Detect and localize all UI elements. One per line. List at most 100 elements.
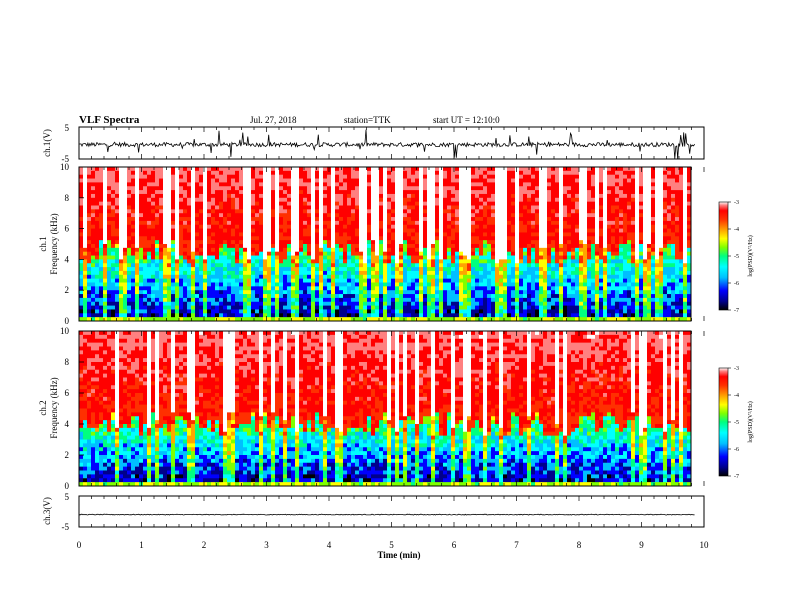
ch1-spectrogram-cell	[207, 170, 212, 176]
ch1-spectrogram-cell	[479, 193, 484, 199]
ch1-spectrogram-cell	[239, 186, 244, 191]
ch1-spectrogram-cell	[399, 232, 404, 237]
ch1-spectrogram-cell	[519, 232, 524, 237]
ch1-spectrogram-cell	[171, 270, 176, 276]
ch1-spectrogram-cell	[415, 297, 420, 303]
ch1-spectrogram-cell	[95, 309, 100, 314]
ch1-spectrogram-cell	[127, 201, 132, 206]
ch1-spectrogram-cell	[547, 193, 552, 199]
ch1-spectrogram-cell	[563, 259, 568, 264]
ch1-spectrogram-cell	[407, 190, 412, 195]
ch1-spectrogram-cell	[183, 270, 188, 276]
ch1-spectrogram-cell	[295, 244, 300, 249]
ch1-spectrogram-cell	[79, 228, 84, 233]
ch1-spectrogram-cell	[187, 244, 192, 249]
ch1-spectrogram-cell	[87, 224, 92, 229]
ch1-spectrogram-cell	[195, 186, 200, 191]
ch1-spectrogram-cell	[263, 278, 268, 283]
ch1-spectrogram-cell	[235, 301, 240, 306]
ch1-spectrogram-cell	[555, 251, 560, 256]
ch1-spectrogram-cell	[471, 209, 476, 214]
ch1-spectrogram-cell	[99, 205, 104, 210]
ch1-spectrogram-cell	[523, 205, 528, 210]
ch1-spectrogram-cell	[351, 251, 356, 256]
ch1-spectrogram-cell	[275, 313, 280, 318]
ch1-spectrogram-cell	[355, 197, 360, 203]
ch1-spectrogram-cell	[215, 278, 220, 283]
ch1-spectrogram-cell	[103, 267, 108, 272]
ch1-spectrogram-cell	[427, 209, 432, 214]
ch1-spectrogram-cell	[271, 244, 276, 249]
ch1-spectrogram-cell	[447, 317, 452, 322]
ch1-spectrogram-cell	[247, 274, 252, 280]
ch1-spectrogram-cell	[419, 232, 424, 237]
ch1-spectrogram-cell	[95, 240, 100, 245]
ch1-spectrogram-cell	[399, 251, 404, 256]
ch1-spectrogram-cell	[315, 240, 320, 245]
ch1-spectrogram-cell	[103, 282, 108, 287]
ch1-spectrogram-cell	[551, 220, 556, 226]
ch1-spectrogram-cell	[511, 286, 516, 291]
ch1-spectrogram-cell	[287, 294, 292, 299]
ch1-spectrogram-cell	[167, 297, 172, 303]
ch1-spectrogram-cell	[555, 294, 560, 299]
ch1-spectrogram-cell	[291, 197, 296, 203]
ch1-spectrogram-cell	[295, 232, 300, 237]
ch1-spectrogram-cell	[347, 305, 352, 310]
ch1-spectrogram-cell	[295, 294, 300, 299]
ch1-spectrogram-cell	[479, 205, 484, 210]
ch1-spectrogram-cell	[167, 232, 172, 237]
ch1-spectrogram-cell	[483, 244, 488, 249]
ch1-spectrogram-cell	[135, 213, 140, 218]
ch1-spectrogram-cell	[267, 205, 272, 210]
ch1-spectrogram-cell	[155, 247, 160, 253]
ch1-spectrogram-cell	[91, 255, 96, 260]
ch1-spectrogram-cell	[523, 251, 528, 256]
ch1-spectrogram-cell	[343, 263, 348, 268]
ch1-spectrogram-cell	[563, 251, 568, 256]
ch1-spectrogram-cell	[107, 267, 112, 272]
ch1-spectrogram-cell	[123, 290, 128, 295]
ch1-spectrogram-cell	[155, 313, 160, 318]
ch1-spectrogram-cell	[555, 301, 560, 306]
ch1-spectrogram-cell	[323, 220, 328, 226]
ch1-spectrogram-cell	[571, 244, 576, 249]
ch1-spectrogram-cell	[175, 274, 180, 280]
ch1-spectrogram-cell	[395, 267, 400, 272]
ch1-spectrogram-cell	[283, 290, 288, 295]
ch1-spectrogram-cell	[215, 209, 220, 214]
ch1-spectrogram-cell	[151, 193, 156, 199]
ch1-spectrogram-cell	[83, 182, 88, 187]
ch1-spectrogram-cell	[447, 209, 452, 214]
ch1-spectrogram-cell	[555, 286, 560, 291]
ch1-spectrogram-cell	[87, 178, 92, 183]
ch1-spectrogram-cell	[423, 267, 428, 272]
ch1-spectrogram-cell	[91, 217, 96, 222]
ch1-spectrogram-cell	[119, 282, 124, 287]
ch1-spectrogram-cell	[535, 213, 540, 218]
ch1-spectrogram-cell	[247, 301, 252, 306]
ch1-spectrogram-cell	[407, 309, 412, 314]
ch1-spectrogram-cell	[115, 209, 120, 214]
ch1-spectrogram-cell	[307, 301, 312, 306]
ch1-spectrogram-cell	[187, 197, 192, 203]
ch1-spectrogram-cell	[411, 197, 416, 203]
ch1-spectrogram-cell	[567, 190, 572, 195]
ch1-spectrogram-cell	[183, 232, 188, 237]
ch1-spectrogram-cell	[311, 247, 316, 253]
ch1-spectrogram-cell	[147, 197, 152, 203]
ch1-spectrogram-cell	[91, 286, 96, 291]
ch1-spectrogram-cell	[227, 232, 232, 237]
ch1-spectrogram-cell	[311, 274, 316, 280]
ch1-spectrogram-cell	[271, 190, 276, 195]
ch1-spectrogram-cell	[539, 282, 544, 287]
ch1-spectrogram-cell	[523, 247, 528, 253]
ch1-spectrogram-cell	[507, 178, 512, 183]
ch1-spectrogram-cell	[567, 174, 572, 179]
ch1-spectrogram-cell	[263, 251, 268, 256]
ch1-spectrogram-cell	[487, 297, 492, 303]
ch1-spectrogram-cell	[123, 244, 128, 249]
ch1-spectrogram-cell	[175, 282, 180, 287]
ch1-spectrogram-cell	[427, 201, 432, 206]
ch1-spectrogram-cell	[143, 286, 148, 291]
